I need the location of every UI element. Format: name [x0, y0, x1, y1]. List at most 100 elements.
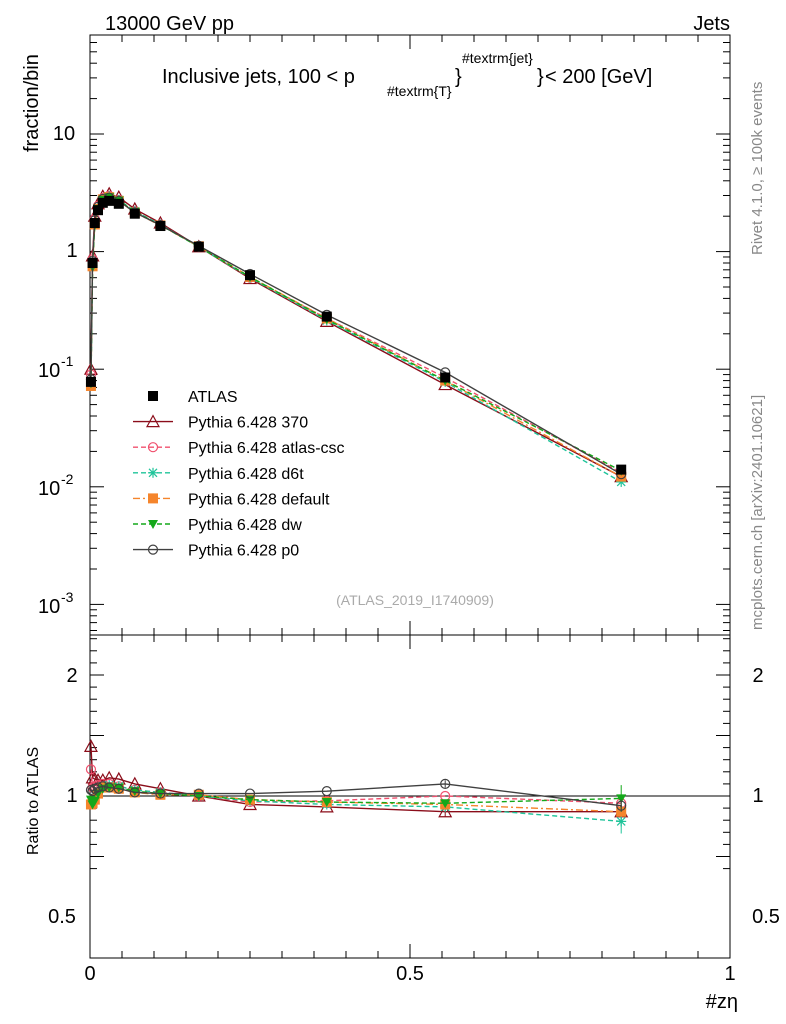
chart-title-bracket-close: }	[537, 66, 544, 88]
ratio-point-pythia-6-428-d6t-d2	[616, 816, 626, 826]
ratio-series-pythia-6-428-370	[83, 739, 629, 819]
ratio-tick-label-0p5-right: 0.5	[752, 906, 780, 928]
ratio-series-pythia-6-428-atlas-csc	[85, 764, 627, 809]
y-tick-label-0p001-base: 10	[38, 596, 60, 618]
x-tick-label-1: 1	[724, 963, 735, 985]
ratio-point-pythia-6-428-p0	[155, 788, 166, 799]
point-pythia-6-428-default	[616, 471, 627, 482]
y-tick-label-0p1-base: 10	[38, 360, 60, 382]
ratio-point-pythia-6-428-p0	[440, 778, 451, 790]
ratio-series-layer	[83, 739, 629, 834]
ratio-point-pythia-6-428-p0	[244, 788, 256, 799]
point-atlas	[97, 197, 108, 208]
point-atlas	[193, 241, 204, 252]
ratio-point-pythia-6-428-dw	[440, 799, 451, 809]
ratio-tick-label-2-left: 2	[66, 665, 77, 687]
chart-title-main: Inclusive jets, 100 < p	[162, 66, 355, 88]
legend-entry-pythia-6-428-d6t: Pythia 6.428 d6t	[133, 466, 304, 483]
y-tick-label-0p001-exp: -3	[61, 589, 74, 605]
legend-label-pythia-6-428-dw: Pythia 6.428 dw	[188, 517, 302, 534]
y-axis-title: fraction/bin	[21, 54, 43, 152]
point-atlas	[104, 195, 115, 206]
legend-marker-pythia-6-428-atlas-csc	[147, 442, 159, 453]
mcplots-label: mcplots.cern.ch [arXiv:2401.10621]	[749, 395, 766, 630]
legend-label-pythia-6-428-atlas-csc: Pythia 6.428 atlas-csc	[188, 440, 345, 457]
point-atlas	[93, 205, 103, 216]
ratio-tick-label-1-left: 1	[66, 785, 77, 807]
legend-marker-pythia-6-428-d6t-d2	[148, 468, 158, 478]
legend-marker-pythia-6-428-370	[145, 414, 161, 428]
x-tick-label-0p5: 0.5	[396, 963, 424, 985]
analysis-id: (ATLAS_2019_I1740909)	[336, 592, 494, 608]
ratio-line-pythia-6-428-370	[90, 746, 622, 813]
ratio-point-pythia-6-428-atlas-csc	[85, 764, 97, 775]
series-pythia-6-428-p0	[85, 192, 627, 480]
legend-marker-pythia-6-428-p0	[147, 544, 159, 555]
ratio-point-pythia-6-428-dw	[89, 796, 100, 806]
point-atlas	[155, 221, 166, 232]
legend-marker-pythia-6-428-d6t	[148, 467, 158, 478]
chart-title-bracket: }	[455, 66, 462, 88]
ratio-point-pythia-6-428-d6t	[616, 816, 627, 827]
rivet-label: Rivet 4.1.0, ≥ 100k events	[749, 82, 766, 255]
main-plot-frame	[89, 34, 731, 636]
legend-entry-pythia-6-428-p0: Pythia 6.428 p0	[133, 543, 299, 560]
legend-label-pythia-6-428-370: Pythia 6.428 370	[188, 415, 308, 432]
chart-title-tail: < 200 [GeV]	[545, 66, 652, 88]
ratio-point-pythia-6-428-370	[438, 804, 453, 818]
y-tick-label-10: 10	[53, 123, 75, 145]
legend-marker-pythia-6-428-default	[148, 493, 158, 504]
ratio-series-pythia-6-428-p0	[85, 778, 627, 812]
legend-label-pythia-6-428-d6t: Pythia 6.428 d6t	[188, 466, 304, 483]
ratio-point-pythia-6-428-p0	[113, 783, 124, 794]
series-pythia-6-428-d6t	[85, 191, 627, 487]
legend-marker-pythia-6-428-dw	[148, 520, 158, 529]
y-tick-label-0p01-exp: -2	[61, 471, 74, 487]
legend-label-pythia-6-428-default: Pythia 6.428 default	[188, 491, 330, 508]
point-atlas	[113, 198, 124, 209]
chart-title: Inclusive jets, 100 < p #textrm{T} } #te…	[162, 50, 652, 99]
legend-label-atlas: ATLAS	[188, 389, 238, 406]
legend-entry-pythia-6-428-atlas-csc: Pythia 6.428 atlas-csc	[133, 440, 345, 457]
main-axis-ticks	[89, 35, 731, 635]
y-tick-label-0p01-base: 10	[38, 478, 60, 500]
series-pythia-6-428-dw	[85, 193, 627, 476]
ratio-y-axis-title: Ratio to ATLAS	[25, 747, 42, 855]
energy-label: 13000 GeV pp	[105, 13, 234, 35]
ratio-point-pythia-6-428-p0	[129, 787, 140, 798]
ratio-point-pythia-6-428-p0	[87, 786, 98, 797]
ratio-line-pythia-6-428-atlas-csc	[90, 769, 622, 804]
chart-title-sup: #textrm{jet}	[462, 50, 533, 66]
legend-marker-atlas	[148, 391, 158, 401]
x-tick-label-0: 0	[84, 963, 95, 985]
legend-entry-atlas: ATLAS	[148, 389, 238, 406]
point-atlas	[129, 208, 140, 219]
series-line-pythia-6-428-d6t	[90, 195, 622, 483]
point-atlas	[87, 257, 98, 268]
point-atlas	[440, 372, 451, 383]
category-label: Jets	[693, 13, 730, 35]
ratio-point-pythia-6-428-p0	[92, 782, 104, 793]
legend-entry-pythia-6-428-370: Pythia 6.428 370	[133, 414, 308, 432]
y-tick-label-1: 1	[66, 240, 77, 262]
y-tick-label-0p01: 10 -2	[38, 471, 74, 500]
ratio-point-pythia-6-428-p0	[104, 782, 115, 793]
ratio-line-pythia-6-428-d6t	[90, 784, 622, 823]
legend-entry-pythia-6-428-dw: Pythia 6.428 dw	[133, 517, 302, 534]
point-atlas	[245, 270, 255, 281]
legend-label-pythia-6-428-p0: Pythia 6.428 p0	[188, 543, 299, 560]
ratio-point-pythia-6-428-dw	[321, 798, 332, 808]
series-atlas	[85, 195, 627, 475]
point-atlas	[321, 311, 332, 322]
point-atlas	[85, 376, 96, 387]
ratio-series-pythia-6-428-d6t	[85, 780, 627, 834]
legend: ATLAS Pythia 6.428 370 Pythia 6.428 atlas-…	[133, 389, 345, 560]
ratio-tick-label-2-right: 2	[752, 665, 763, 687]
legend-entry-pythia-6-428-default: Pythia 6.428 default	[133, 491, 330, 508]
ratio-point-pythia-6-428-p0	[616, 800, 627, 811]
ratio-tick-label-0p5-left: 0.5	[48, 906, 76, 928]
main-series-layer	[83, 186, 629, 487]
chart-title-sub: #textrm{T}	[387, 83, 452, 99]
ratio-point-pythia-6-428-370	[83, 739, 98, 752]
